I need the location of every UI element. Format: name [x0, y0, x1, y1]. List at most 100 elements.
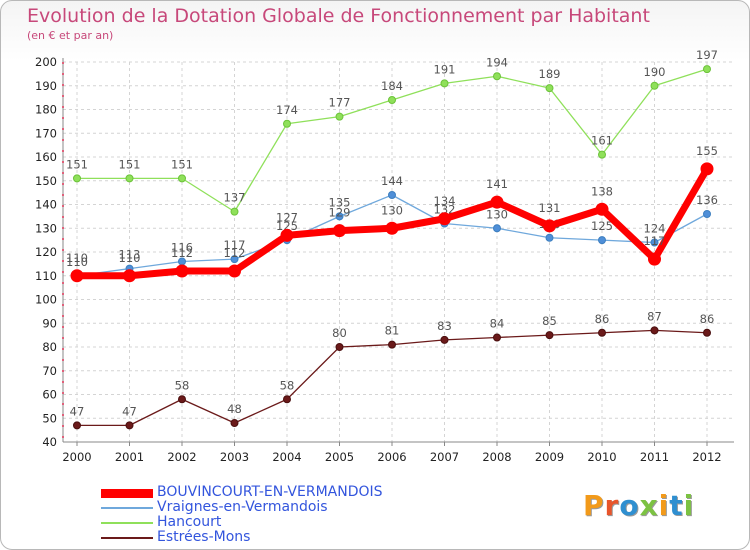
legend-item-hancourt: Hancourt — [101, 514, 501, 530]
legend-item-bouvincourt-en-vermandois: BOUVINCOURT-EN-VERMANDOIS — [101, 484, 501, 500]
legend-swatch — [101, 507, 153, 509]
data-point — [595, 202, 609, 216]
data-label: 112 — [171, 246, 193, 260]
y-tick-label: 140 — [35, 198, 57, 212]
data-label: 161 — [591, 134, 613, 148]
data-point — [230, 255, 239, 264]
data-point — [703, 210, 711, 218]
legend-label: Vraignes-en-Vermandois — [157, 499, 328, 515]
y-tick-label: 190 — [35, 79, 57, 93]
x-tick-label: 2002 — [167, 450, 196, 464]
y-tick-label: 120 — [35, 245, 57, 259]
series-hancourt: 151 151 151 137 174 177 184 191 194 189 161 190 197 — [66, 48, 718, 216]
y-tick-label: 100 — [35, 293, 57, 307]
data-point — [230, 419, 239, 427]
data-point — [228, 264, 241, 278]
x-tick-label: 2003 — [220, 450, 249, 464]
data-label: 190 — [644, 65, 666, 79]
legend-swatch — [101, 522, 153, 524]
x-tick-label: 2008 — [482, 450, 511, 464]
data-label: 130 — [381, 203, 403, 217]
data-point — [493, 72, 501, 81]
data-point — [493, 333, 501, 342]
data-label: 144 — [381, 174, 403, 188]
data-point — [648, 252, 661, 266]
data-point — [70, 269, 84, 283]
data-label: 80 — [332, 326, 347, 340]
data-point — [283, 395, 291, 404]
data-label: 132 — [434, 203, 456, 217]
y-tick-label: 150 — [35, 174, 57, 188]
data-point — [703, 328, 711, 337]
data-label: 137 — [224, 191, 246, 205]
data-label: 151 — [171, 157, 193, 171]
y-tick-label: 160 — [35, 150, 57, 164]
y-tick-label: 40 — [42, 435, 57, 449]
data-point — [545, 331, 554, 340]
x-tick-label: 2004 — [272, 450, 301, 464]
data-point — [650, 81, 659, 90]
data-point — [388, 191, 396, 199]
y-tick-label: 80 — [42, 340, 57, 354]
data-label: 124 — [644, 222, 666, 236]
data-label: 174 — [276, 103, 298, 117]
legend-label: Hancourt — [157, 514, 222, 530]
data-label: 135 — [329, 195, 351, 209]
data-label: 130 — [486, 207, 508, 221]
data-point — [230, 207, 239, 216]
data-point — [388, 96, 396, 104]
x-tick-label: 2005 — [325, 450, 354, 464]
data-label: 110 — [66, 255, 88, 269]
x-tick-label: 2000 — [62, 450, 91, 464]
legend-label: BOUVINCOURT-EN-VERMANDOIS — [157, 484, 383, 500]
x-tick-label: 2010 — [587, 450, 616, 464]
x-tick-label: 2007 — [430, 450, 459, 464]
x-tick-label: 2011 — [640, 450, 669, 464]
x-tick-label: 2009 — [535, 450, 564, 464]
data-label: 131 — [539, 201, 561, 215]
data-label: 189 — [539, 67, 561, 81]
data-point — [175, 264, 189, 278]
data-point — [650, 326, 659, 335]
data-point — [598, 236, 606, 245]
data-label: 47 — [70, 404, 85, 418]
data-point — [388, 340, 396, 349]
data-point — [335, 212, 344, 221]
data-label: 110 — [119, 251, 141, 265]
data-label: 134 — [434, 194, 456, 208]
chart-legend: BOUVINCOURT-EN-VERMANDOIS Vraignes-en-Ver… — [101, 484, 501, 545]
data-label: 155 — [696, 144, 718, 158]
data-label: 191 — [434, 62, 456, 76]
data-point — [598, 328, 606, 337]
y-tick-label: 50 — [42, 411, 57, 425]
data-label: 58 — [175, 378, 190, 392]
x-tick-label: 2006 — [377, 450, 406, 464]
x-tick-label: 2001 — [115, 450, 144, 464]
data-label: 127 — [276, 210, 298, 224]
data-point — [335, 112, 344, 121]
legend-item-vraignes-en-vermandois: Vraignes-en-Vermandois — [101, 499, 501, 515]
data-label: 112 — [224, 246, 246, 260]
data-point — [283, 119, 291, 128]
data-label: 87 — [647, 309, 662, 323]
data-point — [438, 212, 451, 226]
data-label: 184 — [381, 79, 403, 93]
legend-label: Estrées-Mons — [157, 529, 251, 545]
y-tick-label: 90 — [42, 316, 57, 330]
data-point — [335, 343, 344, 351]
y-tick-label: 200 — [35, 55, 57, 69]
data-label: 125 — [591, 219, 613, 233]
data-label: 197 — [696, 48, 718, 62]
y-tick-label: 180 — [35, 103, 57, 117]
data-point — [703, 65, 711, 74]
x-tick-label: 2012 — [692, 450, 721, 464]
data-label: 138 — [591, 184, 613, 198]
legend-item-estrees-mons: Estrées-Mons — [101, 529, 501, 545]
data-label: 113 — [119, 248, 141, 262]
data-label: 85 — [542, 314, 557, 328]
data-label: 129 — [329, 206, 351, 220]
data-label: 177 — [329, 96, 351, 110]
